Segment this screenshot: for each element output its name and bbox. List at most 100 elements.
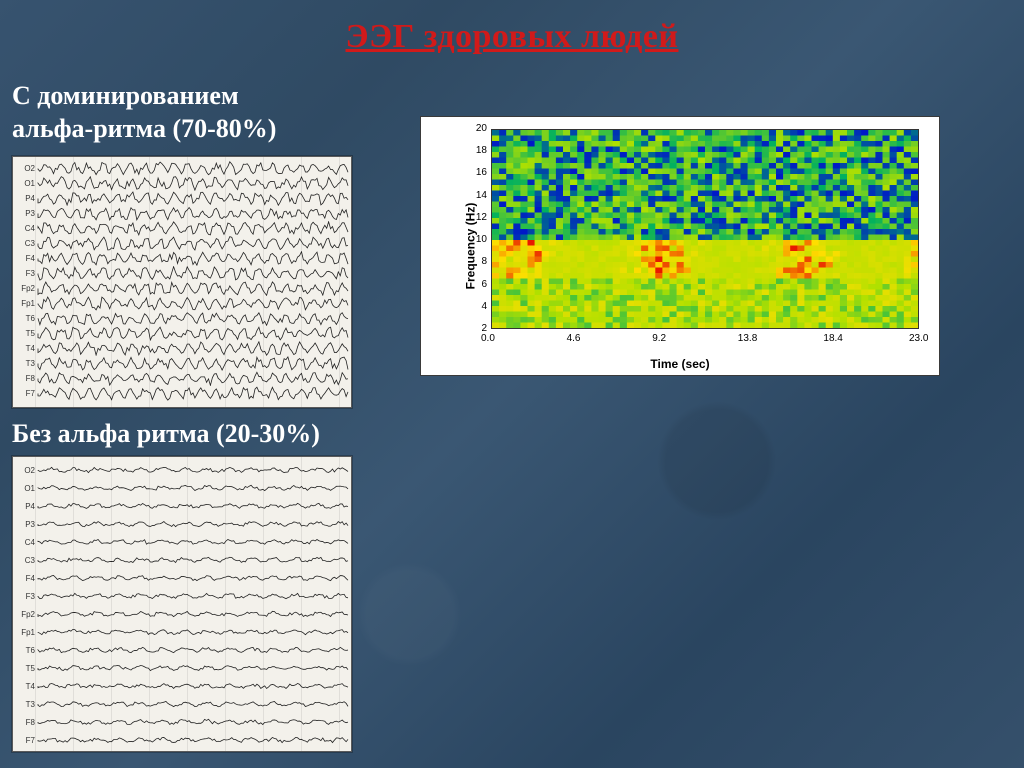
trace-row: Fp1 (15, 296, 349, 311)
trace-row: F7 (15, 731, 349, 749)
trace-row: Fp1 (15, 623, 349, 641)
slide: ЭЭГ здоровых людей С доминированием альф… (0, 0, 1024, 768)
channel-label: T5 (15, 329, 37, 338)
trace-svg (37, 533, 349, 551)
channel-label: Fp1 (15, 628, 37, 637)
trace-svg (37, 266, 349, 281)
trace-svg (37, 236, 349, 251)
trace-svg (37, 371, 349, 386)
trace-svg (37, 386, 349, 401)
trace-row: Fp2 (15, 605, 349, 623)
channel-label: C4 (15, 224, 37, 233)
channel-label: C3 (15, 556, 37, 565)
trace-row: F3 (15, 587, 349, 605)
trace-row: T3 (15, 356, 349, 371)
xtick: 13.8 (738, 333, 757, 344)
trace-row: O2 (15, 161, 349, 176)
channel-label: T4 (15, 682, 37, 691)
ytick: 4 (481, 301, 487, 312)
xtick: 4.6 (567, 333, 581, 344)
channel-label: T6 (15, 646, 37, 655)
section1-heading: С доминированием альфа-ритма (70-80%) (12, 80, 276, 145)
xtick: 0.0 (481, 333, 495, 344)
trace-row: T6 (15, 641, 349, 659)
channel-label: F3 (15, 592, 37, 601)
trace-svg (37, 569, 349, 587)
trace-svg (37, 677, 349, 695)
channel-label: Fp1 (15, 299, 37, 308)
channel-label: F8 (15, 718, 37, 727)
trace-svg (37, 713, 349, 731)
ytick: 10 (476, 234, 487, 245)
xtick: 23.0 (909, 333, 928, 344)
trace-svg (37, 281, 349, 296)
ytick: 12 (476, 212, 487, 223)
channel-label: P4 (15, 502, 37, 511)
trace-svg (37, 605, 349, 623)
section2-heading: Без альфа ритма (20-30%) (12, 418, 320, 451)
slide-title: ЭЭГ здоровых людей (0, 18, 1024, 56)
trace-svg (37, 659, 349, 677)
trace-row: O1 (15, 479, 349, 497)
ytick: 18 (476, 145, 487, 156)
trace-row: F4 (15, 569, 349, 587)
channel-label: P3 (15, 520, 37, 529)
trace-row: F7 (15, 386, 349, 401)
trace-svg (37, 251, 349, 266)
channel-label: T4 (15, 344, 37, 353)
trace-row: T5 (15, 659, 349, 677)
eeg-panel-noalpha: O2O1P4P3C4C3F4F3Fp2Fp1T6T5T4T3F8F7 (12, 456, 352, 752)
channel-label: F4 (15, 574, 37, 583)
trace-svg (37, 695, 349, 713)
channel-label: P3 (15, 209, 37, 218)
trace-svg (37, 176, 349, 191)
trace-row: O2 (15, 461, 349, 479)
channel-label: Fp2 (15, 610, 37, 619)
trace-svg (37, 497, 349, 515)
trace-svg (37, 587, 349, 605)
channel-label: T6 (15, 314, 37, 323)
channel-label: O2 (15, 164, 37, 173)
trace-svg (37, 356, 349, 371)
trace-row: F8 (15, 713, 349, 731)
spectro-plot (491, 129, 919, 329)
channel-label: P4 (15, 194, 37, 203)
channel-label: T5 (15, 664, 37, 673)
trace-row: C3 (15, 551, 349, 569)
channel-label: Fp2 (15, 284, 37, 293)
trace-svg (37, 341, 349, 356)
channel-label: O1 (15, 484, 37, 493)
trace-row: T4 (15, 677, 349, 695)
trace-svg (37, 191, 349, 206)
eeg-rows-noalpha: O2O1P4P3C4C3F4F3Fp2Fp1T6T5T4T3F8F7 (15, 461, 349, 749)
xtick: 18.4 (823, 333, 842, 344)
spectrogram-panel: Frequency (Hz) Time (sec) 24681012141618… (420, 116, 940, 376)
ytick: 6 (481, 279, 487, 290)
trace-svg (37, 515, 349, 533)
trace-svg (37, 641, 349, 659)
section1-line2: альфа-ритма (70-80%) (12, 114, 276, 143)
trace-row: O1 (15, 176, 349, 191)
trace-row: T6 (15, 311, 349, 326)
trace-row: C3 (15, 236, 349, 251)
trace-row: T5 (15, 326, 349, 341)
trace-row: C4 (15, 533, 349, 551)
trace-row: C4 (15, 221, 349, 236)
trace-svg (37, 479, 349, 497)
trace-row: T4 (15, 341, 349, 356)
ytick: 14 (476, 190, 487, 201)
trace-svg (37, 731, 349, 749)
channel-label: O2 (15, 466, 37, 475)
channel-label: F3 (15, 269, 37, 278)
ytick: 20 (476, 123, 487, 134)
trace-row: P4 (15, 497, 349, 515)
trace-svg (37, 311, 349, 326)
ytick: 8 (481, 256, 487, 267)
spectro-xlabel: Time (sec) (650, 357, 709, 371)
channel-label: C4 (15, 538, 37, 547)
trace-row: P4 (15, 191, 349, 206)
trace-row: Fp2 (15, 281, 349, 296)
trace-row: F8 (15, 371, 349, 386)
trace-svg (37, 623, 349, 641)
trace-svg (37, 551, 349, 569)
